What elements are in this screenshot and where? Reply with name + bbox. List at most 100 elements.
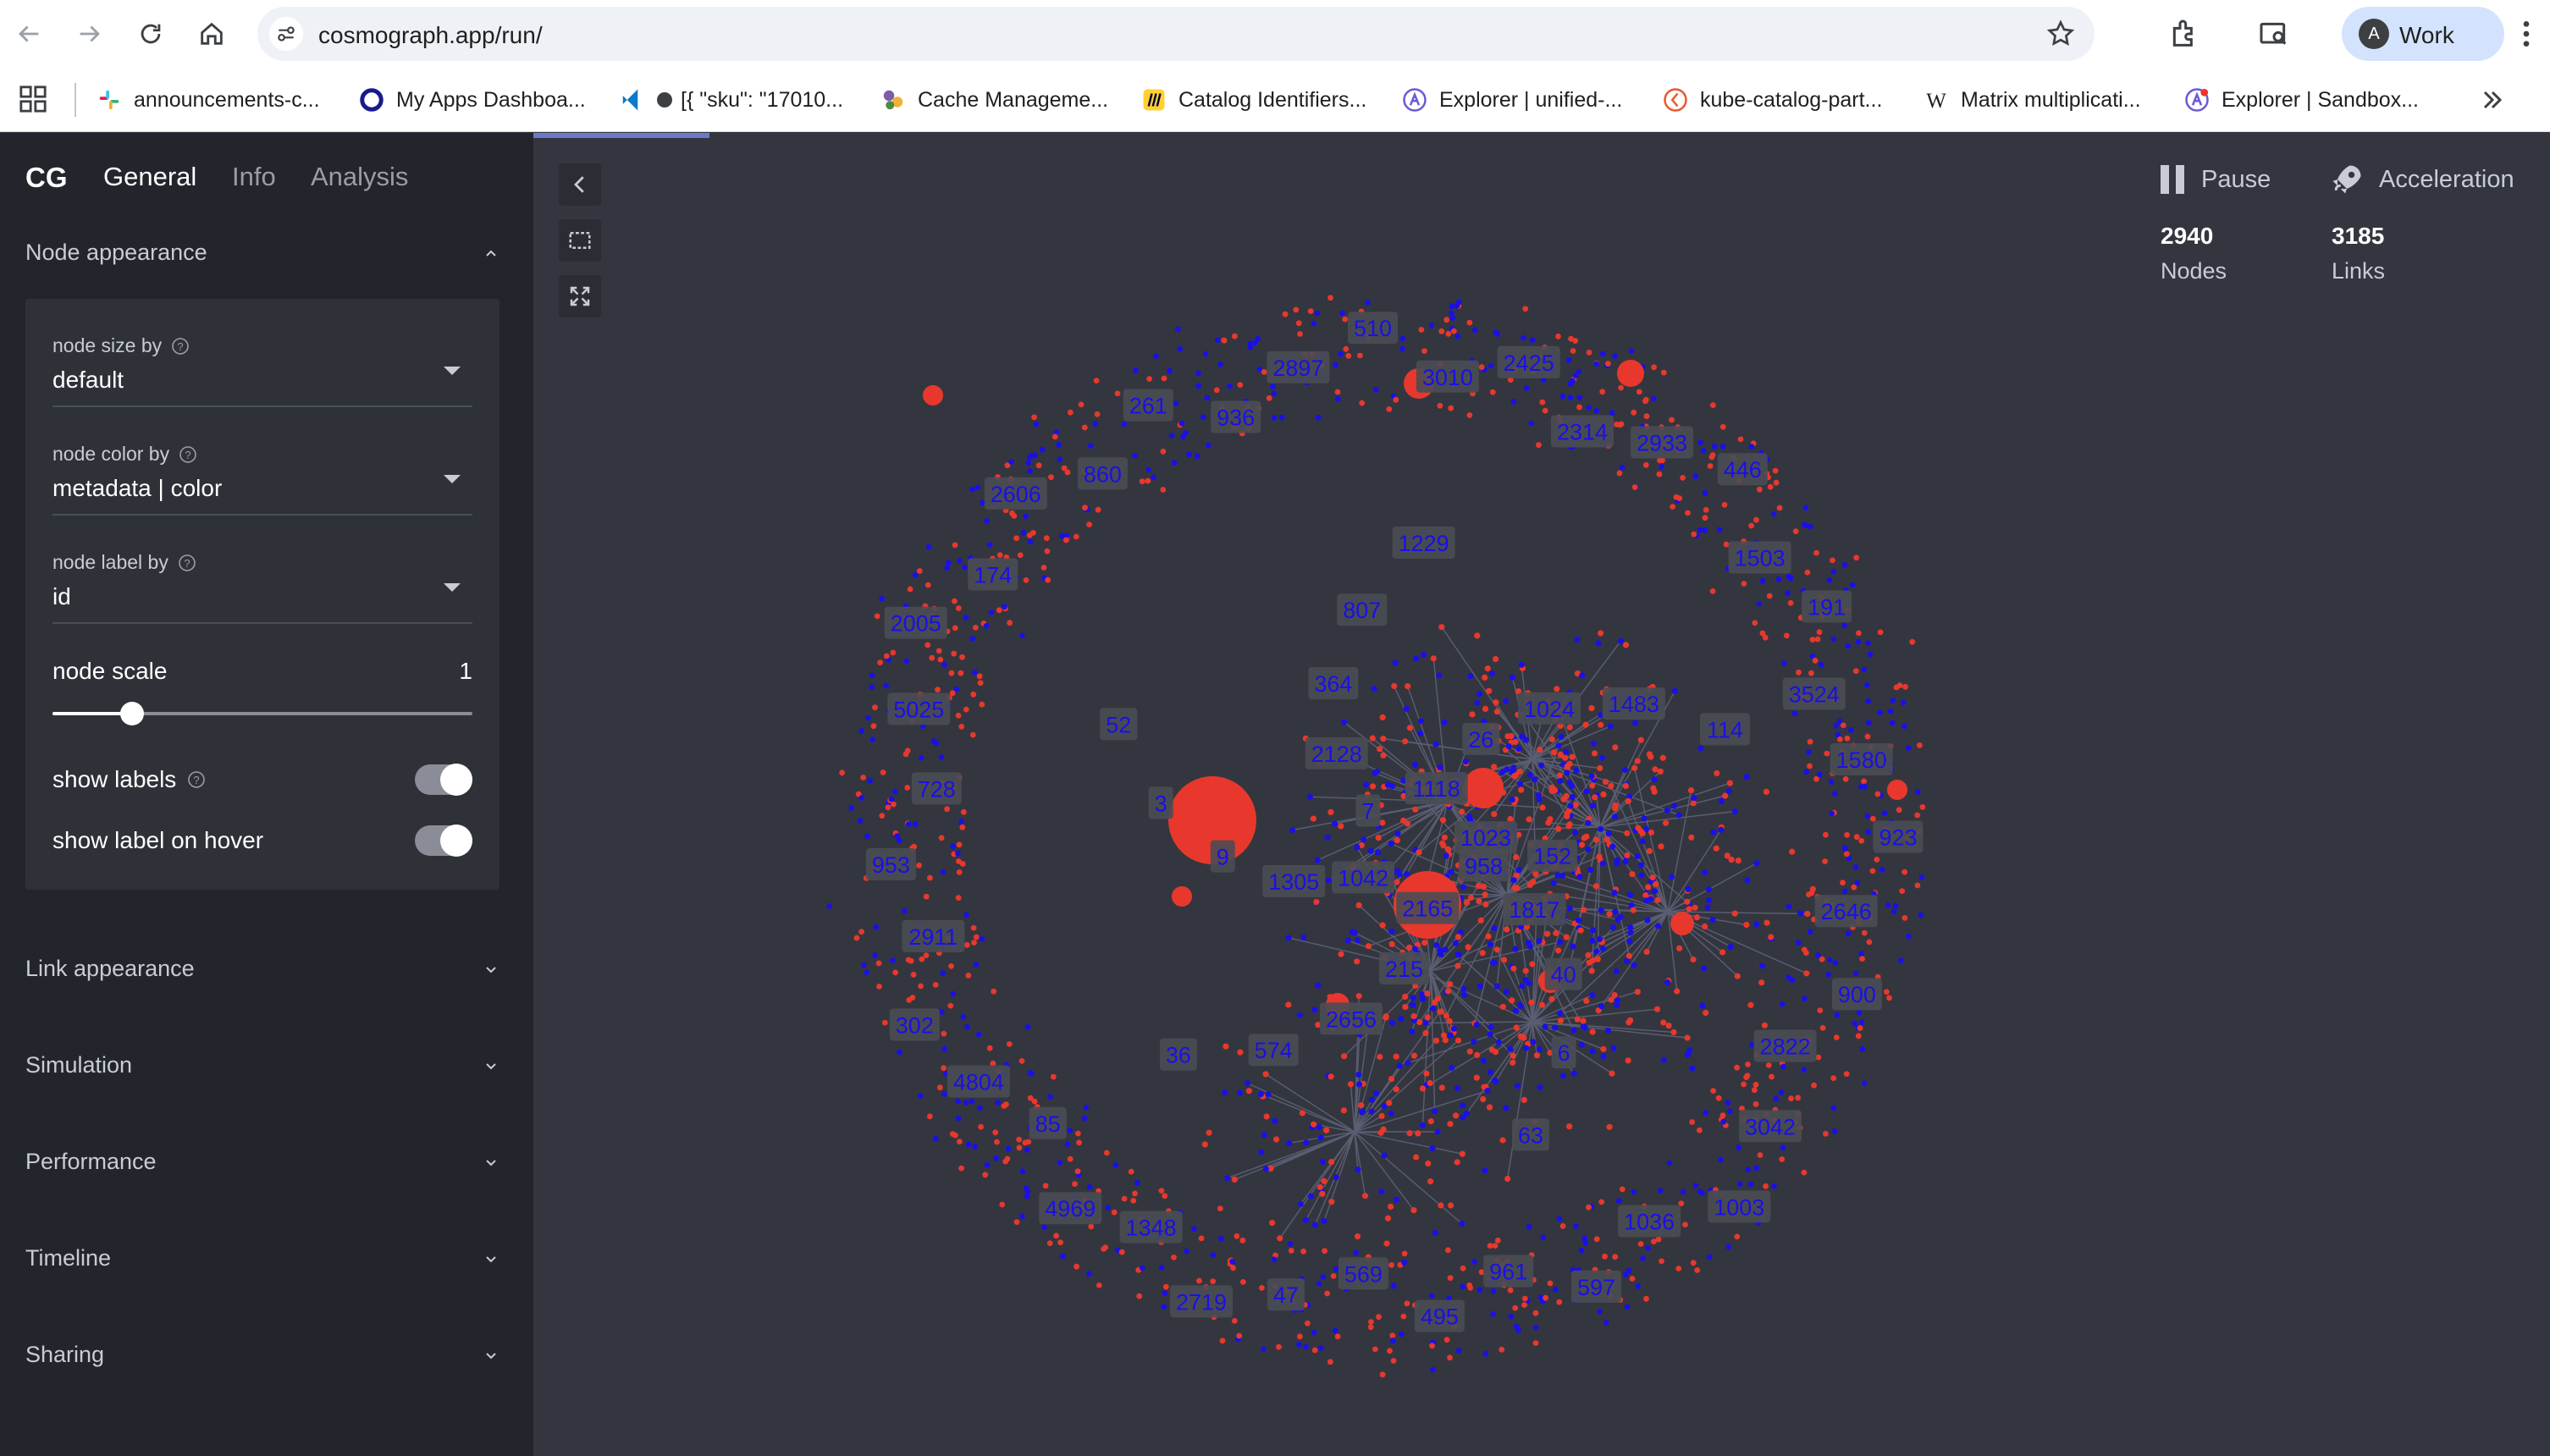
graph-node [1532, 776, 1538, 783]
section-sharing[interactable]: Sharing [25, 1342, 105, 1367]
node-label-text: 958 [1465, 853, 1503, 879]
bookmark-star-icon[interactable] [2045, 19, 2076, 49]
section-link-appearance[interactable]: Link appearance [25, 956, 195, 981]
node-scale-slider-thumb[interactable] [120, 702, 145, 725]
graph-node [902, 751, 909, 758]
graph-canvas[interactable]: 958 1817 40 6 63 2165 215 2656 574 36 1042 1305 9 3 52… [533, 133, 2550, 1456]
acceleration-button[interactable]: Acceleration [2328, 158, 2514, 201]
graph-node [1710, 829, 1717, 836]
help-icon[interactable]: ? [177, 553, 197, 573]
bookmark-item[interactable]: W Matrix multiplicati... [1924, 83, 2140, 117]
graph-node [1686, 906, 1692, 913]
chevron-double-right-icon[interactable] [2477, 85, 2508, 115]
tab-info[interactable]: Info [232, 162, 276, 191]
graph-node [964, 1023, 970, 1030]
graph-node [1223, 1043, 1229, 1050]
dropdown-caret-icon[interactable] [444, 583, 461, 592]
graph-node [1604, 361, 1611, 367]
site-info-icon[interactable] [269, 17, 303, 51]
graph-node [1659, 464, 1664, 470]
profile-button[interactable]: A Work [2342, 7, 2504, 61]
help-icon[interactable]: ? [178, 444, 198, 465]
node-label-bg [1262, 865, 1326, 897]
extensions-icon[interactable] [2167, 17, 2201, 51]
section-simulation[interactable]: Simulation [25, 1052, 133, 1078]
section-timeline[interactable]: Timeline [25, 1245, 112, 1271]
help-icon[interactable]: ? [170, 336, 190, 356]
tab-general[interactable]: General [103, 162, 197, 191]
bookmark-item[interactable]: kube-catalog-part... [1663, 83, 1882, 117]
simulation-progress-bar [533, 133, 709, 138]
node-scale-slider[interactable] [52, 712, 472, 715]
graph-node [1006, 1041, 1013, 1047]
graph-visualization[interactable]: 9581817406632165215265657436104213059352… [533, 133, 2550, 1456]
graph-node [1609, 843, 1616, 850]
bookmark-item[interactable]: Explorer | Sandbox... [2184, 83, 2419, 117]
graph-node [1460, 1102, 1466, 1109]
node-label: 958 [1459, 849, 1509, 882]
graph-node [962, 564, 968, 571]
graph-node [1206, 442, 1212, 449]
show-label-on-hover-toggle[interactable] [415, 825, 472, 857]
chevron-up-icon[interactable] [483, 245, 500, 262]
help-icon[interactable]: ? [186, 769, 207, 790]
graph-node [1499, 1003, 1506, 1010]
more-menu-icon[interactable] [2513, 17, 2540, 51]
graph-node [1061, 465, 1068, 472]
node-label-select[interactable]: node label by ? id [52, 516, 472, 624]
reload-button[interactable] [130, 14, 171, 54]
bookmark-item[interactable]: Explorer | unified-... [1402, 83, 1622, 117]
dropdown-caret-icon[interactable] [444, 475, 461, 483]
tab-search-icon[interactable] [2257, 17, 2291, 51]
graph-node [1697, 439, 1703, 446]
chevron-down-icon[interactable] [483, 1250, 500, 1267]
graph-node [1537, 1294, 1544, 1300]
node-size-select[interactable]: node size by ? default [52, 299, 472, 407]
chevron-down-icon[interactable] [483, 1154, 500, 1171]
graph-node [1786, 903, 1792, 910]
collapse-sidebar-button[interactable] [559, 163, 601, 206]
chevron-down-icon[interactable] [483, 1057, 500, 1074]
graph-node [1735, 858, 1741, 864]
apps-grid-icon[interactable] [19, 85, 47, 113]
show-labels-toggle[interactable] [415, 764, 472, 796]
address-bar[interactable]: cosmograph.app/run/ [257, 7, 2095, 61]
section-performance[interactable]: Performance [25, 1149, 157, 1174]
graph-node [1293, 306, 1300, 313]
graph-node [1583, 788, 1590, 795]
dropdown-caret-icon[interactable] [444, 367, 461, 375]
bookmark-item[interactable]: Cache Manageme... [880, 83, 1108, 117]
node-label: 2005 [884, 606, 947, 639]
chevron-down-icon[interactable] [483, 961, 500, 978]
graph-node [1510, 399, 1517, 405]
graph-node [1865, 698, 1872, 704]
graph-link [1354, 1131, 1359, 1170]
graph-node [1593, 1236, 1600, 1243]
graph-node [1830, 636, 1837, 643]
graph-node [1409, 1029, 1416, 1035]
graph-node [1817, 1007, 1824, 1013]
chevron-down-icon[interactable] [483, 1347, 500, 1364]
bookmark-item[interactable]: announcements-c... [97, 83, 320, 117]
graph-node [1648, 829, 1655, 836]
home-button[interactable] [191, 14, 232, 54]
select-area-button[interactable] [559, 219, 601, 262]
graph-node [1491, 811, 1498, 818]
forward-button[interactable] [69, 14, 110, 54]
section-node-appearance[interactable]: Node appearance [25, 240, 207, 265]
graph-node [1260, 1346, 1267, 1353]
fit-view-button[interactable] [559, 275, 601, 317]
bookmark-item[interactable]: [{ "sku": "17010... [620, 83, 843, 117]
graph-node [1383, 1013, 1389, 1020]
back-button[interactable] [8, 14, 49, 54]
node-color-select[interactable]: node color by ? metadata | color [52, 407, 472, 516]
tab-analysis[interactable]: Analysis [311, 162, 409, 191]
graph-node [1635, 1283, 1642, 1289]
url-text[interactable]: cosmograph.app/run/ [318, 22, 543, 48]
bookmark-item[interactable]: Catalog Identifiers... [1141, 83, 1366, 117]
graph-node [1121, 1195, 1128, 1202]
pause-button[interactable]: Pause [2159, 158, 2271, 201]
app-logo[interactable]: CG [25, 162, 68, 193]
graph-node [1412, 806, 1419, 813]
bookmark-item[interactable]: My Apps Dashboa... [359, 83, 586, 117]
